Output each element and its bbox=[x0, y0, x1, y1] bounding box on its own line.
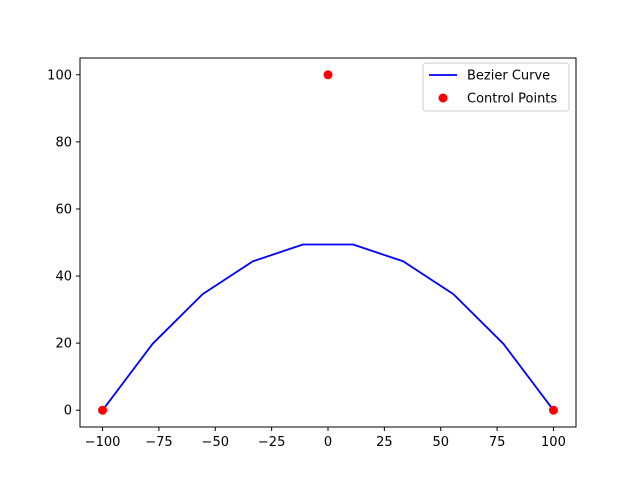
x-tick-label: 75 bbox=[489, 435, 506, 450]
bezier-curve-line bbox=[101, 243, 555, 412]
plot-area bbox=[98, 70, 558, 415]
legend-label: Bezier Curve bbox=[467, 69, 550, 84]
control-point-marker bbox=[323, 70, 333, 80]
x-tick-label: −25 bbox=[258, 435, 285, 450]
y-tick-label: 0 bbox=[64, 404, 72, 419]
y-tick-label: 40 bbox=[55, 270, 72, 285]
control-point-marker bbox=[98, 405, 108, 415]
control-point-marker bbox=[548, 405, 558, 415]
x-tick-label: 50 bbox=[432, 435, 449, 450]
axes: −100 −75 −50 −25 0 25 50 75 100 0 20 40 60 80 100 bbox=[47, 57, 577, 450]
y-tick-label: 100 bbox=[47, 68, 72, 83]
x-tick-label: −100 bbox=[85, 435, 121, 450]
legend: Bezier Curve Control Points bbox=[422, 62, 570, 112]
legend-label: Control Points bbox=[467, 92, 557, 107]
x-tick-label: −50 bbox=[202, 435, 229, 450]
legend-marker-swatch bbox=[438, 93, 448, 103]
y-tick-label: 20 bbox=[55, 337, 72, 352]
x-tick-label: 25 bbox=[376, 435, 393, 450]
x-tick-label: 0 bbox=[324, 435, 332, 450]
x-tick-label: −75 bbox=[145, 435, 172, 450]
legend-box bbox=[422, 62, 570, 112]
y-tick-label: 80 bbox=[55, 135, 72, 150]
x-tick-label: 100 bbox=[541, 435, 566, 450]
y-tick-label: 60 bbox=[55, 202, 72, 217]
